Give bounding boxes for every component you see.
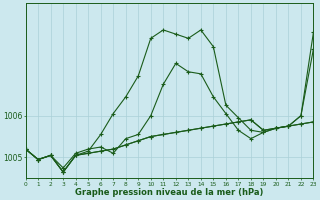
X-axis label: Graphe pression niveau de la mer (hPa): Graphe pression niveau de la mer (hPa)	[76, 188, 264, 197]
